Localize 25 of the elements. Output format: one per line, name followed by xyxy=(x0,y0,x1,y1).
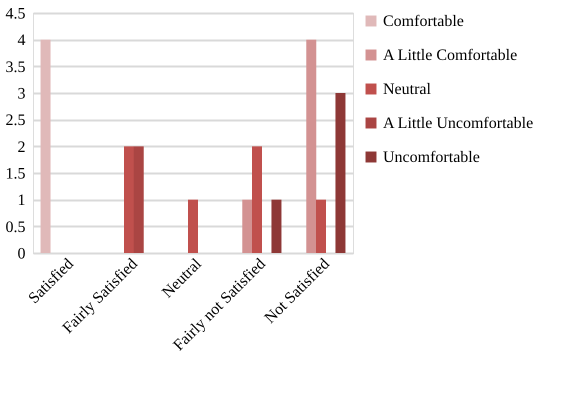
legend-label: Uncomfortable xyxy=(383,149,480,166)
y-tick-label: 3 xyxy=(18,86,26,102)
y-tick-label: 1 xyxy=(18,192,26,210)
bar xyxy=(40,40,51,253)
y-tick-label: 3.5 xyxy=(6,58,26,76)
bar xyxy=(124,146,134,253)
y-tick-label: 1.5 xyxy=(6,166,26,182)
legend-label: A Little Uncomfortable xyxy=(383,115,534,132)
y-tick-label: 0 xyxy=(18,246,26,262)
legend-label: Comfortable xyxy=(383,13,464,30)
y-tick-label: 2 xyxy=(18,138,26,156)
y-tick-label: 4 xyxy=(18,32,26,50)
y-tick-label: 0.5 xyxy=(6,218,26,236)
bar xyxy=(306,40,316,253)
bar xyxy=(335,93,346,253)
y-tick-label: 4.5 xyxy=(6,6,26,22)
bar xyxy=(252,146,262,253)
bar xyxy=(316,200,326,253)
bar xyxy=(188,200,198,253)
bar xyxy=(134,146,144,253)
y-tick-label: 2.5 xyxy=(6,112,26,130)
legend-label: A Little Comfortable xyxy=(383,47,518,64)
bar xyxy=(271,200,282,253)
bar xyxy=(242,200,252,253)
legend-label: Neutral xyxy=(383,81,432,98)
